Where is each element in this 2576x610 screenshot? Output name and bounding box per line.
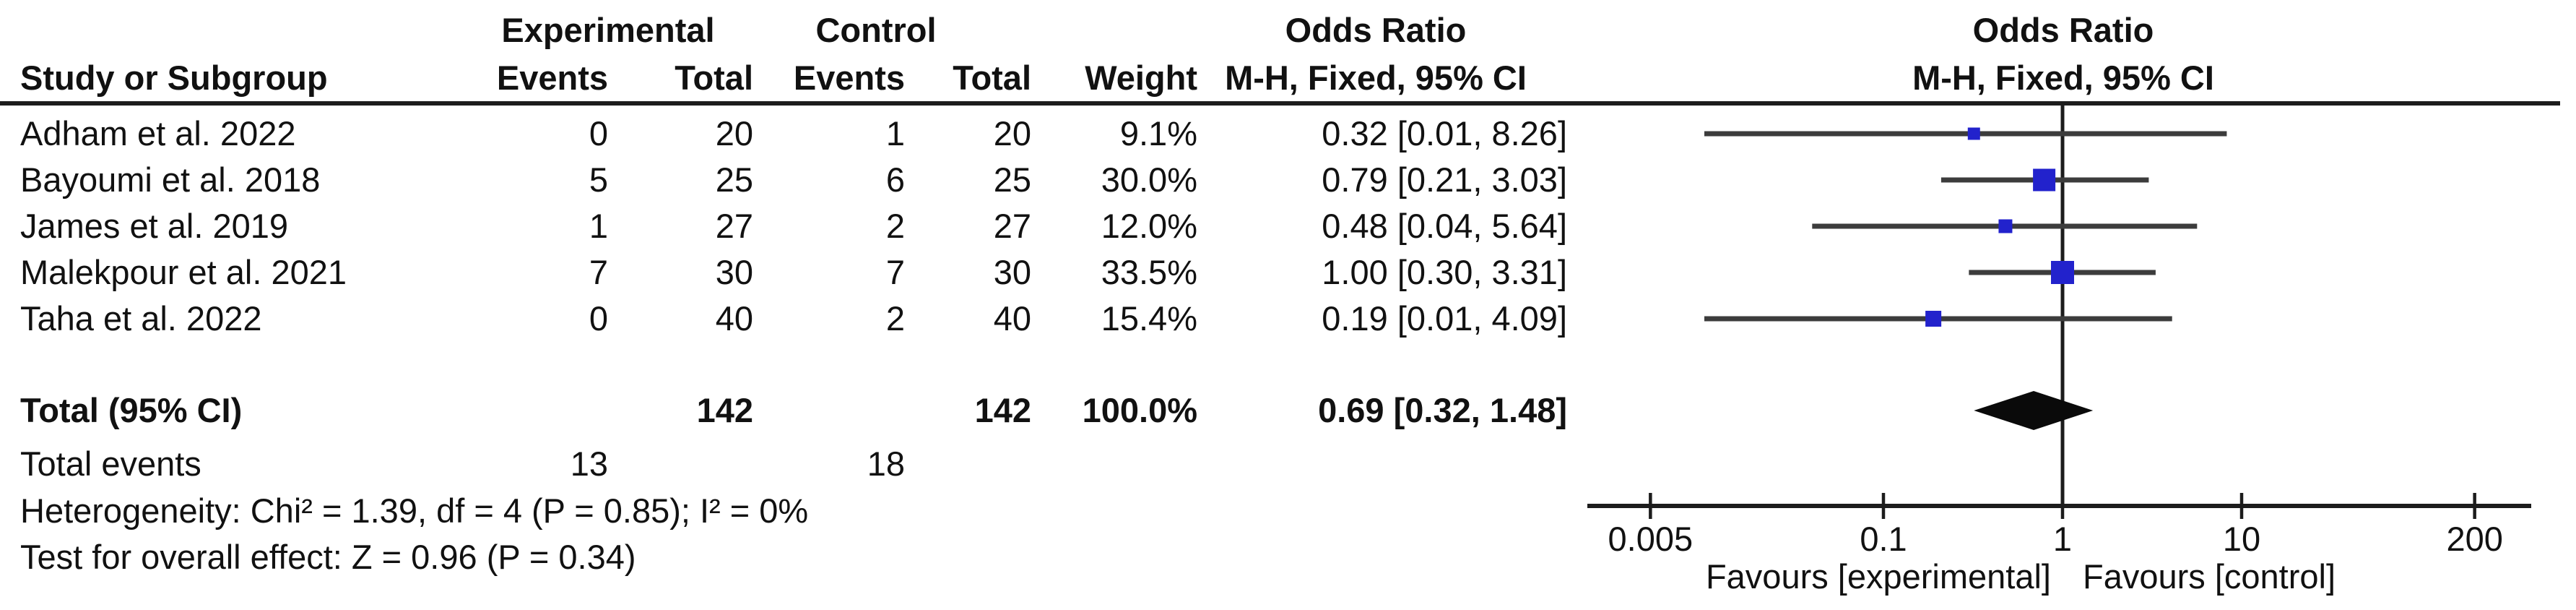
column-header-weight: Weight (1085, 59, 1197, 97)
column-header-exp-events: Events (496, 59, 608, 97)
tick-label: 1 (2053, 520, 2072, 558)
x-axis-line (1587, 504, 2531, 508)
odds-ratio-ci-text: 0.19 [0.01, 4.09] (1322, 299, 1567, 338)
control-events: 6 (885, 160, 905, 199)
control-total: 25 (993, 160, 1031, 199)
experimental-total: 20 (715, 114, 753, 152)
experimental-events: 0 (589, 114, 608, 152)
experimental-events: 5 (589, 160, 608, 199)
total-events-control: 18 (867, 444, 905, 483)
axis-tick (1649, 493, 1652, 519)
tick-label: 0.005 (1608, 520, 1694, 558)
odds-ratio-ci-text: 1.00 [0.30, 3.31] (1322, 253, 1567, 291)
or-marker (1925, 311, 1942, 327)
or-marker (2033, 168, 2056, 192)
total-events-label: Total events (20, 444, 201, 483)
experimental-events: 0 (589, 299, 608, 338)
study-name: Malekpour et al. 2021 (20, 253, 347, 291)
odds-ratio-ci-text: 0.79 [0.21, 3.03] (1322, 160, 1567, 199)
favours-experimental-label: Favours [experimental] (1706, 557, 2051, 596)
axis-tick (1881, 493, 1886, 519)
or-marker (2051, 261, 2074, 284)
experimental-total: 30 (715, 253, 753, 291)
study-name: Taha et al. 2022 (20, 299, 262, 338)
control-events: 1 (885, 114, 905, 152)
total-row-label: Total (95% CI) (20, 391, 243, 429)
column-header-ctrl-total: Total (953, 59, 1031, 97)
control-total: 27 (993, 207, 1031, 245)
experimental-total: 27 (715, 207, 753, 245)
weight-value: 12.0% (1101, 207, 1197, 245)
column-header-mh-fixed: M-H, Fixed, 95% CI (1225, 59, 1527, 97)
zero-effect-line (2060, 106, 2065, 508)
group-header-experimental: Experimental (501, 11, 715, 49)
total-ctrl-total: 142 (974, 391, 1031, 429)
column-header-odds-ratio: Odds Ratio (1285, 11, 1467, 49)
experimental-total: 25 (715, 160, 753, 199)
or-marker (1998, 219, 2013, 233)
favours-control-label: Favours [control] (2083, 557, 2336, 596)
odds-ratio-ci-text: 0.48 [0.04, 5.64] (1322, 207, 1567, 245)
overall-effect-text: Test for overall effect: Z = 0.96 (P = 0… (20, 538, 636, 576)
plot-header-odds-ratio: Odds Ratio (1972, 11, 2154, 49)
control-events: 2 (885, 207, 905, 245)
ci-line (1704, 131, 2227, 137)
plot-header-mh-fixed: M-H, Fixed, 95% CI (1912, 59, 2214, 97)
axis-tick (2473, 493, 2476, 519)
column-header-study: Study or Subgroup (20, 59, 328, 97)
header-separator-line (0, 101, 2560, 106)
tick-label: 10 (2223, 520, 2260, 558)
column-header-ctrl-events: Events (793, 59, 905, 97)
experimental-events: 1 (589, 207, 608, 245)
group-header-control: Control (815, 11, 937, 49)
axis-tick (2060, 493, 2065, 519)
or-marker (1967, 127, 1980, 140)
weight-value: 30.0% (1101, 160, 1197, 199)
control-total: 30 (993, 253, 1031, 291)
experimental-events: 7 (589, 253, 608, 291)
summary-diamond (1974, 391, 2094, 430)
study-name: Bayoumi et al. 2018 (20, 160, 321, 199)
total-weight: 100.0% (1082, 391, 1197, 429)
axis-tick (2239, 493, 2244, 519)
column-header-exp-total: Total (675, 59, 753, 97)
total-odds-ratio-ci-text: 0.69 [0.32, 1.48] (1318, 391, 1567, 429)
tick-label: 200 (2446, 520, 2502, 558)
control-total: 20 (993, 114, 1031, 152)
weight-value: 9.1% (1119, 114, 1197, 152)
control-total: 40 (993, 299, 1031, 338)
tick-label: 0.1 (1860, 520, 1907, 558)
heterogeneity-text: Heterogeneity: Chi² = 1.39, df = 4 (P = … (20, 491, 809, 530)
odds-ratio-ci-text: 0.32 [0.01, 8.26] (1322, 114, 1567, 152)
weight-value: 15.4% (1101, 299, 1197, 338)
control-events: 2 (885, 299, 905, 338)
experimental-total: 40 (715, 299, 753, 338)
study-name: James et al. 2019 (20, 207, 288, 245)
total-events-experimental: 13 (570, 444, 608, 483)
weight-value: 33.5% (1101, 253, 1197, 291)
control-events: 7 (885, 253, 905, 291)
total-exp-total: 142 (696, 391, 753, 429)
study-name: Adham et al. 2022 (20, 114, 296, 152)
